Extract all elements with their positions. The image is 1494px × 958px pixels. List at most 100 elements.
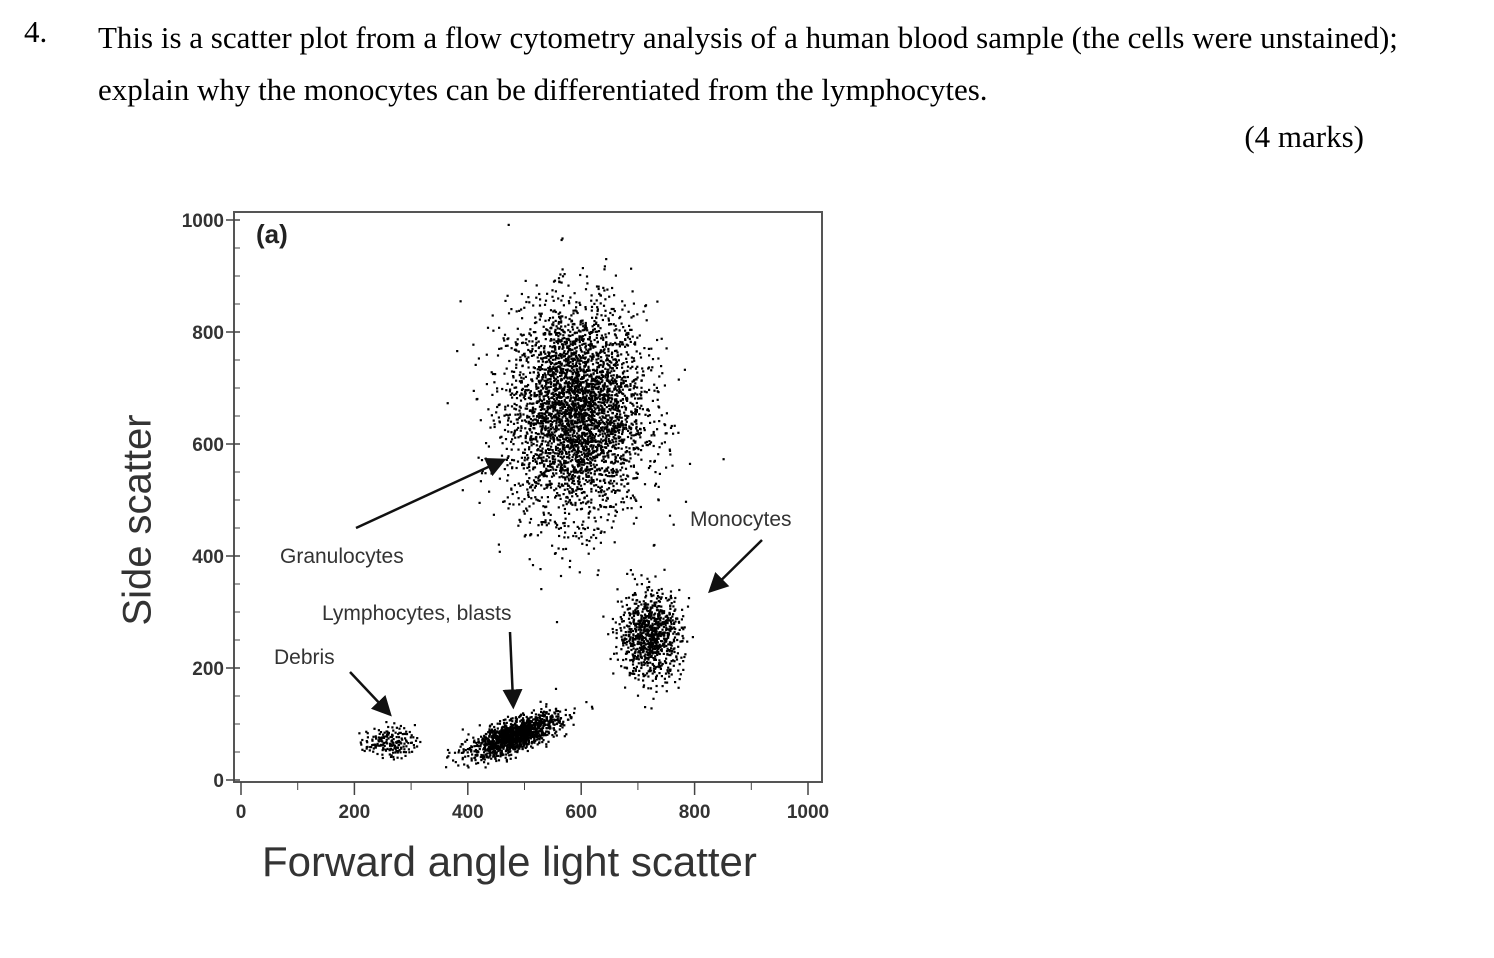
scatter-point <box>561 407 564 410</box>
scatter-point <box>647 603 650 606</box>
scatter-point <box>539 315 542 318</box>
scatter-point <box>657 614 660 617</box>
scatter-point <box>606 425 609 428</box>
scatter-point <box>639 505 642 509</box>
scatter-point <box>663 677 666 680</box>
scatter-point <box>559 311 562 314</box>
scatter-point <box>614 394 617 397</box>
scatter-point <box>590 490 593 493</box>
scatter-point <box>596 446 599 449</box>
scatter-point <box>561 268 564 271</box>
scatter-point <box>513 407 516 410</box>
scatter-point <box>507 455 510 458</box>
scatter-point <box>586 462 589 465</box>
scatter-point <box>595 299 598 302</box>
scatter-point <box>514 348 517 351</box>
scatter-point <box>556 719 559 722</box>
scatter-point <box>572 490 575 493</box>
scatter-point <box>571 381 574 384</box>
scatter-point <box>513 484 516 487</box>
scatter-point <box>575 338 579 341</box>
scatter-point <box>640 404 643 407</box>
scatter-point <box>615 366 618 370</box>
scatter-point <box>519 412 522 415</box>
scatter-point <box>599 302 602 305</box>
scatter-point <box>567 329 570 332</box>
scatter-point <box>601 439 604 443</box>
scatter-point <box>597 390 600 394</box>
scatter-point <box>616 354 620 357</box>
scatter-point <box>637 674 640 677</box>
scatter-point <box>672 659 675 662</box>
scatter-point <box>670 673 673 676</box>
scatter-point <box>648 647 651 650</box>
scatter-point <box>537 373 540 376</box>
scatter-point <box>590 386 593 389</box>
scatter-point <box>608 407 611 411</box>
scatter-point <box>536 499 540 502</box>
scatter-point <box>612 469 615 472</box>
scatter-point <box>597 422 601 425</box>
scatter-point <box>518 380 521 383</box>
scatter-point <box>568 457 571 460</box>
scatter-point <box>523 512 526 515</box>
scatter-point <box>593 414 596 417</box>
scatter-point <box>615 402 618 405</box>
scatter-point <box>519 394 522 397</box>
scatter-point <box>603 490 606 493</box>
scatter-point <box>566 352 569 355</box>
scatter-point <box>606 390 609 394</box>
scatter-point <box>624 451 627 454</box>
scatter-point <box>563 488 566 491</box>
scatter-point <box>612 441 615 444</box>
scatter-point <box>534 418 538 421</box>
scatter-point <box>650 654 653 657</box>
scatter-point <box>581 335 585 338</box>
scatter-point <box>547 522 550 525</box>
scatter-point <box>661 372 664 375</box>
scatter-point <box>595 369 598 373</box>
scatter-point <box>552 407 555 410</box>
scatter-point <box>551 544 554 547</box>
scatter-point <box>547 373 550 376</box>
scatter-point <box>553 428 556 431</box>
scatter-point <box>567 348 570 351</box>
scatter-point <box>633 379 636 382</box>
scatter-point <box>616 427 619 430</box>
scatter-point <box>674 681 677 684</box>
scatter-point <box>565 496 568 499</box>
scatter-point <box>540 430 543 433</box>
scatter-point <box>661 644 664 647</box>
scatter-point <box>664 432 667 435</box>
scatter-point <box>524 341 527 345</box>
scatter-point <box>616 600 619 603</box>
scatter-point <box>554 429 558 432</box>
scatter-point <box>654 642 657 645</box>
scatter-point <box>668 598 671 601</box>
scatter-point <box>551 401 554 404</box>
scatter-point <box>587 349 590 353</box>
scatter-point <box>575 406 578 409</box>
scatter-point <box>619 390 622 393</box>
scatter-point <box>550 442 553 445</box>
scatter-point <box>606 387 609 391</box>
scatter-point <box>564 368 568 371</box>
scatter-point <box>545 475 548 478</box>
scatter-point <box>566 391 569 394</box>
scatter-point <box>628 460 631 463</box>
scatter-point <box>658 626 661 629</box>
scatter-point <box>576 381 579 384</box>
scatter-point <box>540 453 543 456</box>
scatter-point <box>597 285 600 288</box>
scatter-point <box>646 577 649 580</box>
scatter-point <box>544 428 547 432</box>
scatter-point <box>642 684 646 687</box>
scatter-point <box>635 420 638 423</box>
scatter-point <box>619 426 622 429</box>
scatter-point <box>566 468 569 472</box>
scatter-point <box>657 605 660 608</box>
scatter-point <box>537 454 540 457</box>
scatter-point <box>619 413 622 416</box>
scatter-point <box>578 481 581 484</box>
scatter-point <box>553 552 557 555</box>
